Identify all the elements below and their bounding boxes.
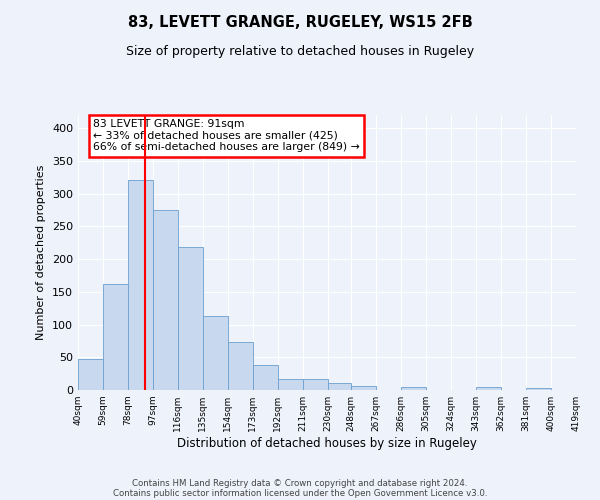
Bar [526,388,551,390]
Bar [328,384,352,390]
Bar [203,316,228,390]
Bar [302,379,328,390]
Text: Contains HM Land Registry data © Crown copyright and database right 2024.: Contains HM Land Registry data © Crown c… [132,478,468,488]
Bar [178,246,203,390]
Text: 83 LEVETT GRANGE: 91sqm
← 33% of detached houses are smaller (425)
66% of semi-d: 83 LEVETT GRANGE: 91sqm ← 33% of detache… [93,119,359,152]
Bar [253,365,278,390]
Text: 83, LEVETT GRANGE, RUGELEY, WS15 2FB: 83, LEVETT GRANGE, RUGELEY, WS15 2FB [128,15,472,30]
Y-axis label: Number of detached properties: Number of detached properties [37,165,46,340]
Text: Contains public sector information licensed under the Open Government Licence v3: Contains public sector information licen… [113,488,487,498]
Bar [228,342,253,390]
Bar [352,386,376,390]
Bar [476,388,501,390]
Bar [153,210,178,390]
Bar [128,180,153,390]
Bar [103,284,128,390]
Bar [401,388,426,390]
Bar [278,379,302,390]
X-axis label: Distribution of detached houses by size in Rugeley: Distribution of detached houses by size … [177,437,477,450]
Text: Size of property relative to detached houses in Rugeley: Size of property relative to detached ho… [126,45,474,58]
Bar [78,358,103,390]
